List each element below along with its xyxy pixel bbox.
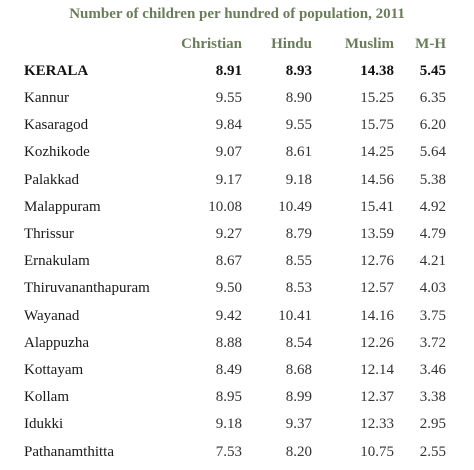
table-row: Thrissur 9.27 8.79 13.59 4.79 <box>0 225 474 252</box>
christian-value: 8.49 <box>215 362 242 378</box>
table-row: Malappuram 10.08 10.49 15.41 4.92 <box>0 198 474 225</box>
district-name: Alappuzha <box>24 334 89 351</box>
district-name: Malappuram <box>24 198 101 215</box>
hindu-value: 8.99 <box>285 389 312 406</box>
hindu-value: 10.49 <box>278 198 312 215</box>
christian-value: 9.42 <box>215 307 242 324</box>
christian-value: 7.53 <box>215 443 242 460</box>
muslim-value: 14.25 <box>360 144 394 161</box>
muslim-value: 15.75 <box>360 117 394 134</box>
m-h-value: 5.45 <box>419 63 446 79</box>
muslim-value: 15.25 <box>360 90 394 106</box>
hindu-value: 9.18 <box>285 171 312 188</box>
table-row: Kottayam 8.49 8.68 12.14 3.46 <box>0 361 474 388</box>
table-row: Thiruvananthapuram 9.50 8.53 12.57 4.03 <box>0 279 474 306</box>
table-row-total: KERALA 8.91 8.93 14.38 5.45 <box>0 62 474 89</box>
muslim-value: 15.41 <box>360 198 394 215</box>
district-name: Palakkad <box>24 171 79 188</box>
district-name: Wayanad <box>24 307 80 324</box>
m-h-value: 6.35 <box>419 90 446 106</box>
table-row: Kasaragod 9.84 9.55 15.75 6.20 <box>0 116 474 143</box>
m-h-value: 5.38 <box>419 171 446 188</box>
christian-value: 9.84 <box>215 117 242 134</box>
hindu-value: 8.61 <box>285 144 312 161</box>
muslim-value: 14.56 <box>360 171 394 188</box>
hindu-value: 8.55 <box>285 253 312 270</box>
table-row: Palakkad 9.17 9.18 14.56 5.38 <box>0 171 474 198</box>
state-name: KERALA <box>24 63 89 79</box>
column-header-christian: Christian <box>181 36 242 52</box>
christian-value: 8.95 <box>215 389 242 406</box>
column-header-m-h: M-H <box>415 36 446 52</box>
table-row: Idukki 9.18 9.37 12.33 2.95 <box>0 415 474 442</box>
m-h-value: 3.75 <box>419 307 446 324</box>
district-name: Pathanamthitta <box>24 443 114 460</box>
hindu-value: 8.79 <box>285 226 312 242</box>
column-header-muslim: Muslim <box>344 36 394 52</box>
table-row: Alappuzha 8.88 8.54 12.26 3.72 <box>0 334 474 361</box>
christian-value: 10.08 <box>208 198 242 215</box>
district-name: Kollam <box>24 389 69 406</box>
muslim-value: 12.76 <box>360 253 394 270</box>
muslim-value: 13.59 <box>360 226 394 242</box>
table-title: Number of children per hundred of popula… <box>69 6 405 22</box>
christian-value: 9.50 <box>215 280 242 297</box>
muslim-value: 12.37 <box>360 389 394 406</box>
district-name: Thiruvananthapuram <box>24 280 150 297</box>
christian-value: 9.55 <box>215 90 242 106</box>
m-h-value: 4.03 <box>419 280 446 297</box>
m-h-value: 6.20 <box>419 117 446 134</box>
hindu-value: 9.55 <box>285 117 312 134</box>
m-h-value: 5.64 <box>419 144 446 161</box>
hindu-value: 8.20 <box>285 443 312 460</box>
hindu-value: 9.37 <box>285 416 312 433</box>
muslim-value: 12.26 <box>360 334 394 351</box>
christian-value: 9.18 <box>215 416 242 433</box>
muslim-value: 14.16 <box>360 307 394 324</box>
table-row: Pathanamthitta 7.53 8.20 10.75 2.55 <box>0 443 474 470</box>
m-h-value: 4.21 <box>419 253 446 270</box>
muslim-value: 12.33 <box>360 416 394 433</box>
table-row: Kozhikode 9.07 8.61 14.25 5.64 <box>0 143 474 170</box>
hindu-value: 10.41 <box>278 307 312 324</box>
hindu-value: 8.93 <box>285 63 312 79</box>
christian-value: 8.88 <box>215 334 242 351</box>
table-row: Ernakulam 8.67 8.55 12.76 4.21 <box>0 252 474 279</box>
christian-value: 9.17 <box>215 171 242 188</box>
hindu-value: 8.54 <box>285 334 312 351</box>
district-name: Kottayam <box>24 362 84 378</box>
hindu-value: 8.90 <box>285 90 312 106</box>
m-h-value: 3.38 <box>419 389 446 406</box>
district-name: Kozhikode <box>24 144 90 161</box>
table-row: Kannur 9.55 8.90 15.25 6.35 <box>0 89 474 116</box>
m-h-value: 2.95 <box>419 416 446 433</box>
district-name: Ernakulam <box>24 253 90 270</box>
christian-value: 9.07 <box>215 144 242 161</box>
christian-value: 8.91 <box>215 63 242 79</box>
district-name: Kasaragod <box>24 117 89 134</box>
district-name: Thrissur <box>24 226 74 242</box>
m-h-value: 3.46 <box>419 362 446 378</box>
district-name: Kannur <box>24 90 69 106</box>
m-h-value: 4.92 <box>419 198 446 215</box>
muslim-value: 12.57 <box>360 280 394 297</box>
district-name: Idukki <box>24 416 64 433</box>
table-row: Wayanad 9.42 10.41 14.16 3.75 <box>0 307 474 334</box>
hindu-value: 8.53 <box>285 280 312 297</box>
muslim-value: 14.38 <box>360 63 394 79</box>
hindu-value: 8.68 <box>285 362 312 378</box>
m-h-value: 2.55 <box>419 443 446 460</box>
muslim-value: 12.14 <box>360 362 394 378</box>
m-h-value: 3.72 <box>419 334 446 351</box>
table-row: Kollam 8.95 8.99 12.37 3.38 <box>0 388 474 415</box>
christian-value: 9.27 <box>215 226 242 242</box>
muslim-value: 10.75 <box>360 443 394 460</box>
m-h-value: 4.79 <box>419 226 446 242</box>
column-header-hindu: Hindu <box>271 36 312 52</box>
christian-value: 8.67 <box>215 253 242 270</box>
